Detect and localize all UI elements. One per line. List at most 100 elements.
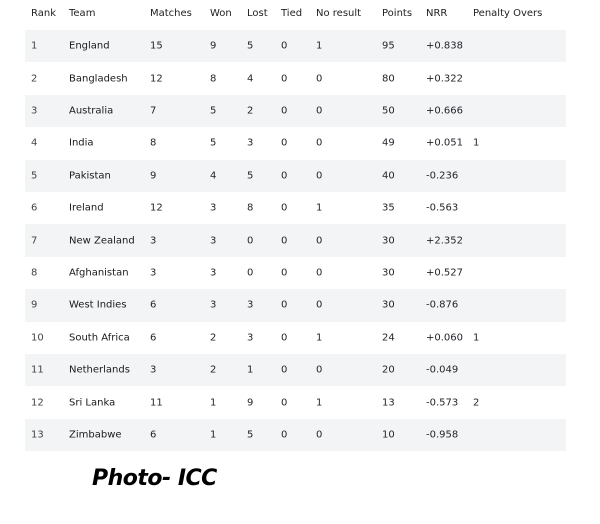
cell-team: Ireland [69, 202, 104, 214]
cell-tied: 0 [281, 170, 288, 182]
cell-team: India [69, 137, 94, 149]
cell-lost: 2 [247, 105, 254, 117]
table-row: 1 England 15 9 5 0 1 95 +0.838 [25, 30, 566, 63]
header-lost: Lost [247, 8, 268, 19]
cell-rank: 3 [31, 105, 38, 117]
cell-penalty-overs: 2 [473, 397, 480, 409]
cell-lost: 9 [247, 397, 254, 409]
table-row: 13 Zimbabwe 6 1 5 0 0 10 -0.958 [25, 418, 566, 452]
cell-matches: 7 [150, 105, 157, 117]
cell-team: Sri Lanka [69, 397, 116, 409]
cell-rank: 11 [31, 364, 44, 376]
cell-team: Zimbabwe [69, 429, 122, 441]
cell-points: 50 [382, 105, 395, 117]
cell-nrr: +0.322 [426, 73, 464, 85]
cell-matches: 12 [150, 73, 163, 85]
cell-lost: 1 [247, 364, 254, 376]
cell-no-result: 0 [316, 429, 323, 441]
cell-won: 4 [210, 170, 217, 182]
cell-points: 80 [382, 73, 395, 85]
cell-won: 9 [210, 40, 217, 52]
cell-nrr: -0.876 [426, 299, 459, 311]
cell-no-result: 0 [316, 267, 323, 279]
cell-tied: 0 [281, 267, 288, 279]
cell-penalty-overs: 1 [473, 332, 480, 344]
cell-lost: 3 [247, 299, 254, 311]
cell-points: 95 [382, 40, 395, 52]
cell-tied: 0 [281, 299, 288, 311]
cell-nrr: +2.352 [426, 235, 464, 247]
cell-matches: 3 [150, 267, 157, 279]
cell-team: Netherlands [69, 364, 130, 376]
cell-team: Afghanistan [69, 267, 129, 279]
header-won: Won [210, 8, 232, 19]
cell-nrr: +0.666 [426, 105, 464, 117]
header-rank: Rank [31, 8, 56, 19]
cell-rank: 5 [31, 170, 38, 182]
table-row: 2 Bangladesh 12 8 4 0 0 80 +0.322 [25, 62, 566, 94]
table-row: 7 New Zealand 3 3 0 0 0 30 +2.352 [25, 224, 566, 257]
cell-won: 1 [210, 429, 217, 441]
table-row: 9 West Indies 6 3 3 0 0 30 -0.876 [25, 289, 566, 322]
table-row: 3 Australia 7 5 2 0 0 50 +0.666 [25, 94, 566, 128]
cell-no-result: 0 [316, 73, 323, 85]
cell-points: 30 [382, 267, 395, 279]
cell-rank: 13 [31, 429, 44, 441]
cell-no-result: 1 [316, 397, 323, 409]
cell-points: 10 [382, 429, 395, 441]
cell-won: 1 [210, 397, 217, 409]
cell-lost: 4 [247, 73, 254, 85]
cell-nrr: -0.563 [426, 202, 459, 214]
cell-tied: 0 [281, 73, 288, 85]
cell-rank: 1 [31, 40, 38, 52]
cell-matches: 12 [150, 202, 163, 214]
photo-credit: Photo- ICC [92, 466, 217, 491]
header-points: Points [382, 8, 413, 19]
cell-penalty-overs: 1 [473, 137, 480, 149]
cell-rank: 4 [31, 137, 38, 149]
cell-matches: 3 [150, 235, 157, 247]
cell-no-result: 1 [316, 40, 323, 52]
cell-tied: 0 [281, 397, 288, 409]
cell-team: New Zealand [69, 235, 135, 247]
cell-points: 13 [382, 397, 395, 409]
cell-no-result: 1 [316, 202, 323, 214]
cell-matches: 15 [150, 40, 163, 52]
cell-lost: 3 [247, 137, 254, 149]
cell-rank: 7 [31, 235, 38, 247]
cell-tied: 0 [281, 364, 288, 376]
cell-no-result: 0 [316, 137, 323, 149]
cell-won: 3 [210, 299, 217, 311]
cell-rank: 9 [31, 299, 38, 311]
cell-matches: 6 [150, 429, 157, 441]
cell-team: Pakistan [69, 170, 111, 182]
cell-lost: 3 [247, 332, 254, 344]
cell-won: 8 [210, 73, 217, 85]
cell-matches: 6 [150, 332, 157, 344]
cell-won: 3 [210, 267, 217, 279]
cell-tied: 0 [281, 137, 288, 149]
cell-matches: 3 [150, 364, 157, 376]
cell-tied: 0 [281, 235, 288, 247]
cell-nrr: -0.958 [426, 429, 459, 441]
cell-no-result: 0 [316, 170, 323, 182]
table-row: 6 Ireland 12 3 8 0 1 35 -0.563 [25, 192, 566, 224]
cell-points: 35 [382, 202, 395, 214]
cell-nrr: +0.051 [426, 137, 464, 149]
cell-rank: 12 [31, 397, 44, 409]
cell-matches: 11 [150, 397, 163, 409]
cell-team: South Africa [69, 332, 130, 344]
cell-won: 3 [210, 235, 217, 247]
cell-won: 2 [210, 364, 217, 376]
table-row: 5 Pakistan 9 4 5 0 0 40 -0.236 [25, 159, 566, 192]
cell-points: 30 [382, 299, 395, 311]
cell-lost: 0 [247, 235, 254, 247]
cell-rank: 6 [31, 202, 38, 214]
cell-matches: 6 [150, 299, 157, 311]
cell-points: 24 [382, 332, 395, 344]
table-row: 10 South Africa 6 2 3 0 1 24 +0.060 1 [25, 322, 566, 354]
cell-nrr: +0.060 [426, 332, 464, 344]
table-row: 12 Sri Lanka 11 1 9 0 1 13 -0.573 2 [25, 386, 566, 418]
cell-points: 20 [382, 364, 395, 376]
cell-no-result: 0 [316, 105, 323, 117]
